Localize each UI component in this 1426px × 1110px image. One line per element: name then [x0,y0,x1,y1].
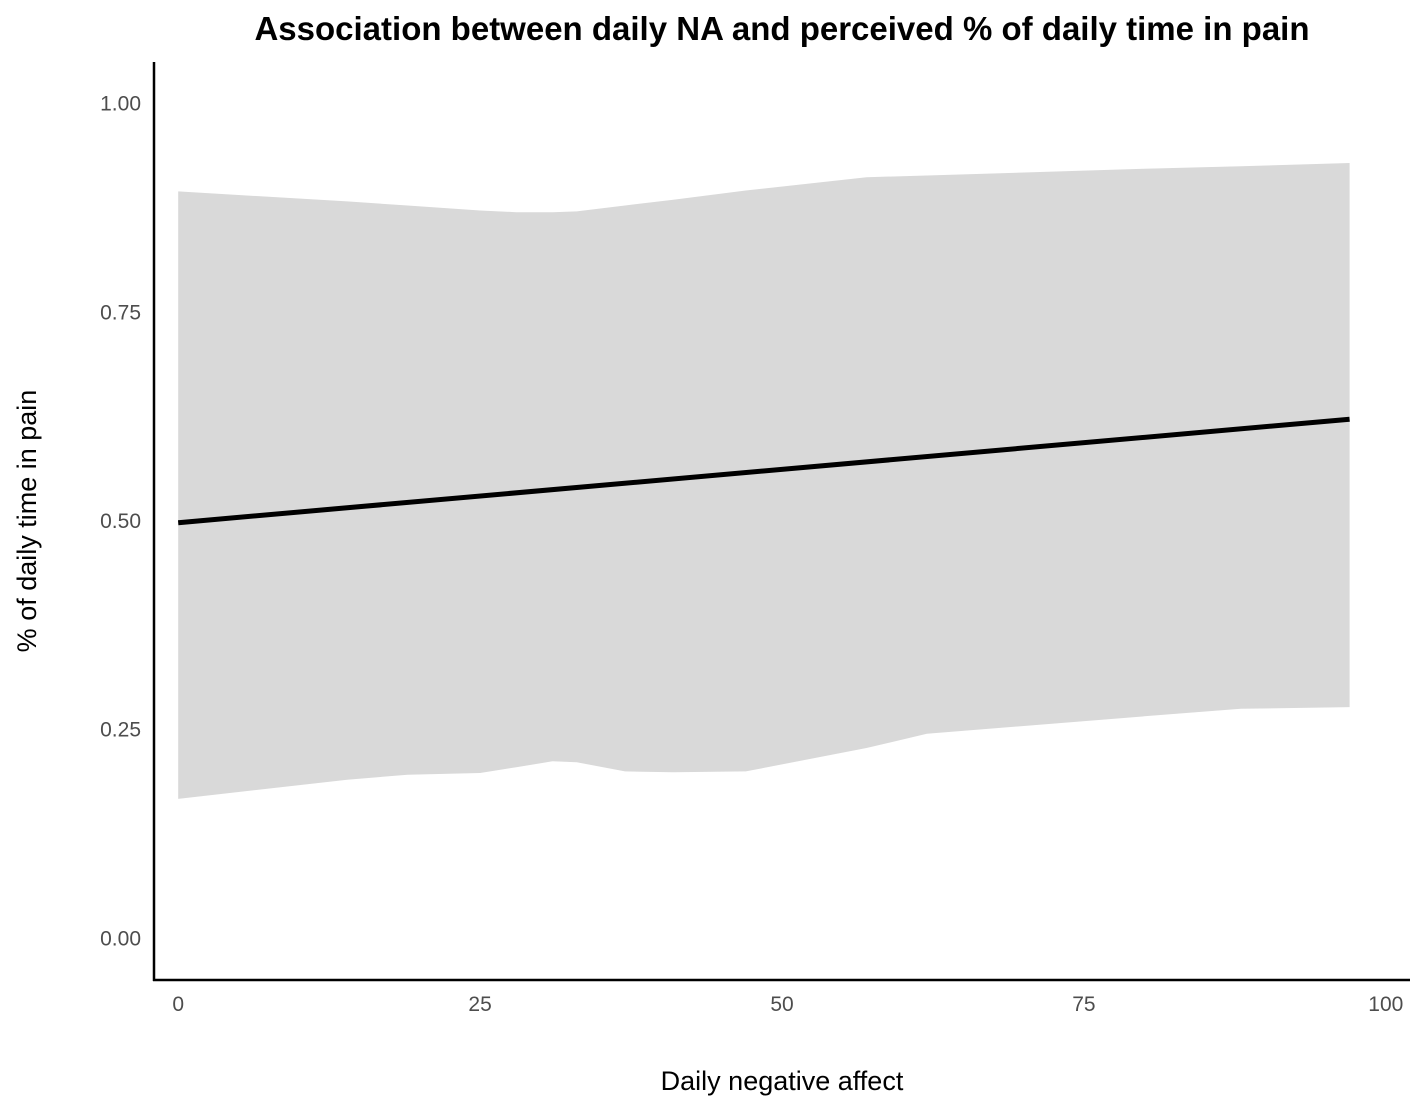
y-tick-labels: 0.00 0.25 0.50 0.75 1.00 [100,93,141,951]
chart-title: Association between daily NA and perceiv… [254,10,1309,47]
x-tick-labels: 0 25 50 75 100 [172,993,1403,1016]
y-tick-label: 0.25 [100,719,141,742]
confidence-band [178,163,1350,799]
x-tick-label: 100 [1368,993,1403,1016]
confidence-band-layer [178,163,1350,799]
x-tick-label: 0 [172,993,184,1016]
y-tick-label: 0.75 [100,301,141,324]
x-tick-label: 25 [468,993,491,1016]
x-tick-label: 50 [770,993,793,1016]
y-tick-label: 0.00 [100,927,141,950]
y-tick-label: 0.50 [100,510,141,533]
y-tick-label: 1.00 [100,93,141,116]
x-tick-label: 75 [1072,993,1095,1016]
series-line-layer [177,416,1350,526]
y-axis-label: % of daily time in pain [12,390,42,653]
series-line-0 [177,416,1350,526]
x-axis-label: Daily negative affect [661,1066,904,1096]
